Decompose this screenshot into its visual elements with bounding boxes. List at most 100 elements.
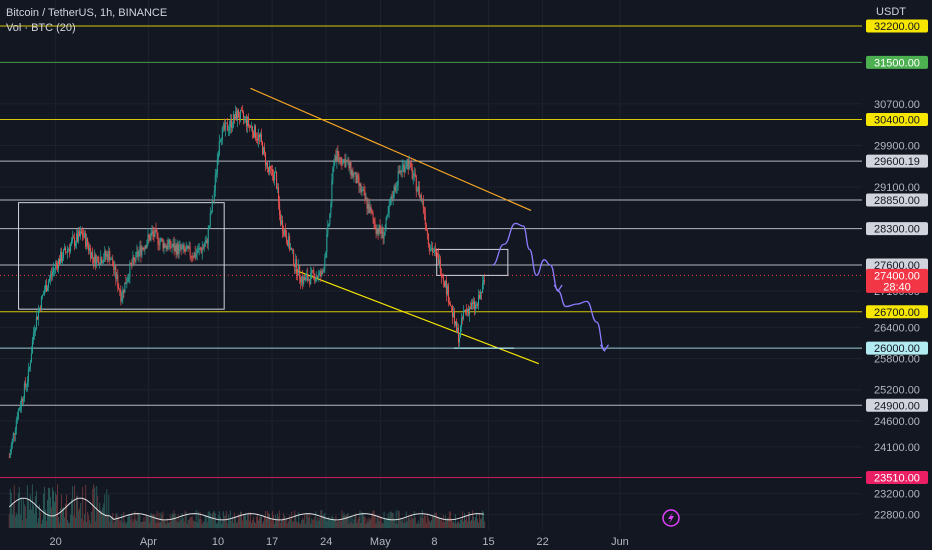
symbol-title[interactable]: Bitcoin / TetherUS, 1h, BINANCE — [6, 7, 168, 19]
volume-bar — [69, 522, 71, 528]
candle-body — [48, 278, 50, 282]
candle-body — [351, 170, 353, 176]
candle-body — [232, 114, 234, 126]
price-axis[interactable]: 22800.00 23200.00 24100.00 24600.00 25200.00… — [874, 99, 920, 521]
candle-body — [420, 195, 422, 200]
candle-body — [75, 243, 77, 247]
time-axis[interactable]: 20 Apr 10 17 24 May 8 15 22 Jun — [50, 536, 629, 548]
candle-body — [267, 162, 269, 168]
volume-bar — [446, 518, 448, 528]
volume-bar — [77, 495, 79, 528]
volume-bar — [194, 521, 196, 528]
volume-bar — [350, 521, 352, 528]
volume-bar — [14, 516, 16, 528]
volume-bar — [50, 507, 52, 528]
candle-body — [264, 147, 266, 153]
candle-body — [477, 304, 479, 306]
volume-bar — [412, 519, 414, 528]
volume-bar — [262, 523, 264, 528]
candle-body — [87, 238, 89, 246]
candle-body — [339, 157, 341, 160]
range-rectangles[interactable] — [18, 202, 509, 310]
candle-body — [57, 263, 59, 269]
candle-body — [217, 154, 219, 160]
candle-body — [208, 225, 210, 229]
volume-bar — [150, 512, 152, 528]
volume-bar — [215, 523, 217, 528]
candle-body — [37, 310, 39, 320]
candle-body — [317, 276, 319, 278]
candle-body — [71, 240, 73, 245]
candle-body — [305, 276, 307, 280]
volume-bar — [205, 515, 207, 528]
candle-body — [386, 214, 388, 218]
volume-bar — [361, 511, 363, 528]
candle-body — [188, 246, 190, 249]
candle-body — [359, 183, 361, 187]
candle-body — [202, 247, 204, 249]
volume-indicator-label[interactable]: Vol · BTC (20) — [6, 22, 76, 34]
volume-bar — [130, 519, 132, 528]
currency-label[interactable]: USDT — [876, 6, 906, 18]
horizontal-levels[interactable] — [0, 25, 862, 479]
candle-body — [467, 309, 469, 312]
volume-bar — [442, 515, 444, 528]
volume-bar — [401, 518, 403, 528]
volume-bar — [125, 523, 127, 528]
candle-body — [170, 247, 172, 249]
volume-ma-line — [8, 497, 484, 521]
volume-bar — [231, 516, 233, 528]
candle-body — [266, 162, 268, 166]
candle-body — [197, 248, 199, 253]
volume-bar — [53, 501, 55, 528]
volume-bar — [195, 510, 197, 528]
level-badge-bg — [866, 193, 928, 207]
projection-path[interactable] — [492, 222, 610, 352]
volume-bar — [279, 510, 281, 528]
flash-icon[interactable] — [662, 509, 680, 527]
candle-body — [65, 247, 67, 252]
level-badge-bg — [866, 471, 928, 485]
candle-body — [476, 304, 478, 305]
candle-body — [27, 369, 29, 382]
level-badge-bg — [866, 55, 928, 69]
candle-body — [76, 233, 78, 244]
volume-bar — [139, 515, 141, 528]
volume-bar — [134, 511, 136, 528]
volume-bar — [443, 521, 445, 528]
candle-body — [160, 238, 162, 242]
current-price-badge-bg — [866, 268, 928, 293]
candle-body — [163, 243, 165, 249]
candle-body — [154, 229, 156, 237]
candle-body — [62, 258, 64, 262]
volume-bar — [381, 522, 383, 528]
time-tick-label: 17 — [266, 536, 278, 548]
candle-body — [466, 310, 468, 312]
volume-bar — [198, 519, 200, 528]
candle-body — [292, 249, 294, 251]
volume-bar — [297, 522, 299, 528]
level-badge-bg — [866, 19, 928, 33]
price-tick-label: 22800.00 — [874, 509, 920, 521]
volume-bar — [166, 518, 168, 528]
volume-bar — [432, 515, 434, 528]
volume-bar — [278, 516, 280, 528]
volume-bar — [267, 511, 269, 528]
candle-body — [128, 277, 130, 279]
volume-bar — [214, 513, 216, 528]
volume-bar — [138, 513, 140, 528]
volume-bar — [255, 516, 257, 528]
candle-body — [424, 214, 426, 225]
volume-bar — [264, 516, 266, 528]
volume-bar — [39, 512, 41, 528]
candle-body — [185, 248, 187, 252]
candle-body — [274, 172, 276, 181]
volume-bar — [110, 517, 112, 528]
candle-body — [30, 353, 32, 363]
trendlines[interactable] — [250, 87, 539, 365]
candle-body — [47, 281, 49, 288]
candle-body — [405, 166, 407, 168]
candle-body — [393, 186, 395, 198]
candle-body — [452, 312, 454, 317]
